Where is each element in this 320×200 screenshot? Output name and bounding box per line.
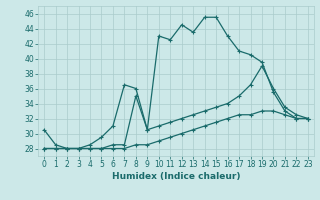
X-axis label: Humidex (Indice chaleur): Humidex (Indice chaleur) — [112, 172, 240, 181]
